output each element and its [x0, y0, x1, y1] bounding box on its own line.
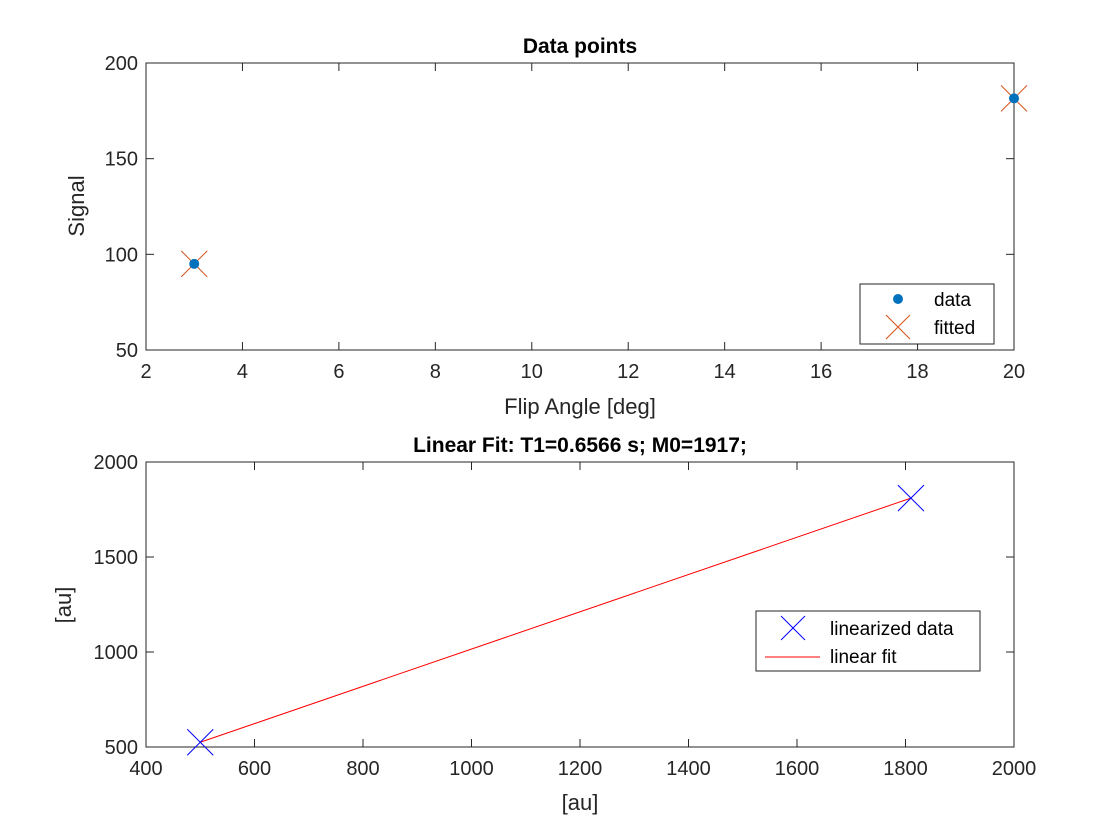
legend-fitted-marker — [885, 314, 911, 340]
top-x-tick-label: 6 — [333, 361, 344, 383]
bottom-plot-title: Linear Fit: T1=0.6566 s; M0=1917; — [413, 434, 747, 457]
top-x-tick-label: 10 — [521, 361, 543, 383]
bottom-plot-x-label: [au] — [562, 790, 599, 815]
bottom-x-tick-label: 1600 — [775, 758, 820, 780]
top-y-tick-label: 50 — [116, 340, 138, 362]
top-x-tick-label: 14 — [714, 361, 736, 383]
top-plot-y-ticks: 50 100 150 200 — [105, 53, 1014, 362]
top-legend-box — [859, 283, 995, 345]
bottom-x-tick-label: 600 — [238, 758, 271, 780]
bottom-x-tick-label: 1000 — [449, 758, 494, 780]
bottom-y-tick-label: 500 — [105, 737, 138, 759]
series-linearized-data-point — [186, 728, 214, 756]
top-x-tick-label: 8 — [430, 361, 441, 383]
top-plot-marks — [180, 85, 1028, 278]
series-linearized-data-point — [897, 484, 925, 512]
top-plot-y-label: Signal — [64, 175, 89, 236]
top-x-tick-label: 4 — [237, 361, 248, 383]
legend-fitted-label: fitted — [934, 318, 975, 339]
top-x-tick-label: 2 — [140, 361, 151, 383]
bottom-x-tick-label: 400 — [129, 758, 162, 780]
bottom-plot-y-ticks: 500 1000 1500 2000 — [94, 452, 1014, 759]
top-x-tick-label: 18 — [906, 361, 928, 383]
series-data-point — [189, 258, 200, 269]
bottom-x-tick-label: 1800 — [883, 758, 928, 780]
legend-data-marker — [893, 294, 903, 304]
bottom-x-tick-label: 1400 — [666, 758, 711, 780]
top-x-tick-label: 12 — [617, 361, 639, 383]
bottom-plot-box — [145, 461, 1015, 748]
top-plot-legend: data fitted — [859, 283, 995, 345]
top-y-tick-label: 150 — [105, 149, 138, 171]
bottom-x-tick-label: 800 — [346, 758, 379, 780]
top-plot: 2 4 6 8 10 12 14 16 18 20 50 100 150 200 Data points… — [64, 35, 1028, 419]
bottom-plot-marks — [186, 484, 925, 756]
bottom-x-tick-label: 2000 — [992, 758, 1037, 780]
top-x-tick-label: 16 — [810, 361, 832, 383]
top-plot-x-ticks: 2 4 6 8 10 12 14 16 18 20 — [140, 63, 1025, 383]
top-plot-title: Data points — [523, 35, 637, 58]
bottom-y-tick-label: 1000 — [94, 642, 139, 664]
bottom-plot-legend: linearized data linear fit — [755, 610, 981, 672]
bottom-plot-x-ticks: 400 600 800 1000 1200 1400 1600 1800 2000 — [129, 462, 1036, 780]
top-x-tick-label: 20 — [1003, 361, 1025, 383]
top-y-tick-label: 200 — [105, 53, 138, 75]
bottom-plot: 400 600 800 1000 1200 1400 1600 1800 2000 500 100… — [51, 434, 1036, 815]
legend-linearized-data-marker — [780, 615, 806, 641]
bottom-y-tick-label: 1500 — [94, 547, 139, 569]
top-plot-x-label: Flip Angle [deg] — [504, 394, 656, 419]
bottom-legend-box — [755, 610, 981, 672]
legend-data-label: data — [934, 290, 971, 311]
series-data-point — [1009, 93, 1019, 104]
legend-linear-fit-label: linear fit — [830, 647, 897, 668]
series-linear-fit-line — [200, 497, 912, 743]
top-y-tick-label: 100 — [105, 244, 138, 266]
bottom-x-tick-label: 1200 — [558, 758, 603, 780]
bottom-plot-y-label: [au] — [51, 587, 76, 624]
bottom-y-tick-label: 2000 — [94, 452, 139, 474]
legend-linearized-data-label: linearized data — [830, 619, 954, 640]
